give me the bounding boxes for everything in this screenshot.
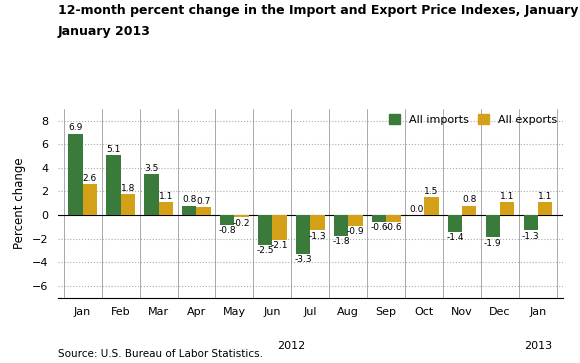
Bar [386, 215, 401, 222]
Bar [144, 174, 158, 215]
Bar [158, 202, 173, 215]
Text: -1.8: -1.8 [332, 237, 350, 246]
Text: -0.9: -0.9 [347, 227, 364, 236]
Bar [500, 202, 514, 215]
Text: 2.6: 2.6 [83, 174, 97, 183]
Text: 2013: 2013 [524, 341, 552, 351]
Text: 1.1: 1.1 [158, 192, 173, 201]
Bar [538, 202, 552, 215]
Bar [485, 215, 500, 237]
Text: 12-month percent change in the Import and Export Price Indexes, January 2012–: 12-month percent change in the Import an… [58, 4, 580, 17]
Bar [348, 215, 362, 226]
Text: 1.8: 1.8 [121, 184, 135, 193]
Bar [334, 215, 348, 236]
Text: 0.0: 0.0 [409, 205, 424, 214]
Text: Source: U.S. Bureau of Labor Statistics.: Source: U.S. Bureau of Labor Statistics. [58, 349, 263, 359]
Text: 1.1: 1.1 [538, 192, 552, 201]
Bar [68, 134, 83, 215]
Text: -2.1: -2.1 [271, 241, 288, 250]
Bar [424, 197, 438, 215]
Bar [258, 215, 273, 245]
Bar [220, 215, 234, 224]
Text: January 2013: January 2013 [58, 25, 151, 38]
Bar [462, 205, 477, 215]
Bar [197, 207, 211, 215]
Bar [310, 215, 325, 231]
Bar [372, 215, 386, 222]
Bar [83, 184, 97, 215]
Text: 2012: 2012 [277, 341, 306, 351]
Bar [121, 194, 135, 215]
Bar [296, 215, 310, 254]
Text: -2.5: -2.5 [256, 246, 274, 255]
Text: 5.1: 5.1 [106, 145, 121, 154]
Bar [234, 215, 249, 217]
Bar [182, 205, 197, 215]
Text: 3.5: 3.5 [144, 164, 158, 172]
Bar [448, 215, 462, 232]
Text: 0.8: 0.8 [182, 195, 197, 204]
Bar [524, 215, 538, 231]
Text: 6.9: 6.9 [68, 123, 82, 132]
Bar [273, 215, 287, 240]
Text: -1.9: -1.9 [484, 239, 502, 248]
Text: -0.6: -0.6 [385, 223, 402, 232]
Text: -0.8: -0.8 [219, 226, 236, 235]
Text: -1.3: -1.3 [309, 232, 327, 241]
Text: -0.2: -0.2 [233, 219, 251, 228]
Text: 0.8: 0.8 [462, 195, 476, 204]
Bar [106, 155, 121, 215]
Text: 1.1: 1.1 [500, 192, 514, 201]
Text: 0.7: 0.7 [197, 197, 211, 205]
Text: -1.3: -1.3 [522, 232, 539, 241]
Text: -1.4: -1.4 [446, 233, 463, 242]
Text: 1.5: 1.5 [424, 187, 438, 196]
Legend: All imports, All exports: All imports, All exports [389, 114, 557, 125]
Text: -0.6: -0.6 [370, 223, 388, 232]
Y-axis label: Percent change: Percent change [13, 158, 26, 249]
Text: -3.3: -3.3 [294, 255, 312, 264]
